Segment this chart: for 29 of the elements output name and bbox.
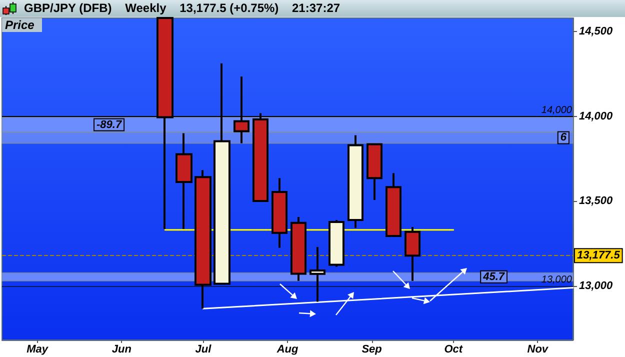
candlestick	[290, 216, 306, 282]
ref-line-label: 14,000	[541, 104, 572, 116]
candlestick	[272, 177, 288, 249]
y-axis-title: Price	[5, 18, 35, 32]
x-tick-label: Aug	[276, 344, 298, 356]
x-tick-label: Jun	[112, 344, 132, 356]
x-tick-label: Sep	[362, 344, 382, 356]
x-tick-label: Oct	[444, 344, 464, 356]
y-tick-label: 14,000	[579, 110, 614, 122]
candlestick	[348, 134, 364, 229]
x-tick-label: Jul	[195, 344, 212, 356]
candlestick	[404, 226, 420, 282]
y-tick-label: 13,500	[579, 195, 614, 208]
candlestick	[194, 169, 212, 310]
band-label: 45.7	[482, 270, 506, 283]
band-label: 6	[560, 132, 568, 144]
candlestick	[386, 172, 402, 237]
ref-line-label: 13,000	[541, 274, 572, 286]
ref-line-label: 13,177.5	[577, 250, 621, 262]
x-tick-label: Nov	[527, 344, 549, 356]
candlestick	[176, 132, 192, 230]
y-tick-label: 13,000	[579, 280, 614, 292]
candlestick	[310, 246, 326, 303]
y-tick-label: 14,500	[579, 26, 614, 38]
candlestick	[328, 219, 344, 268]
chart-title: GBP/JPY (DFB) Weekly 13,177.5 (+0.75%) 21:37:27	[24, 1, 340, 15]
x-tick-label: May	[26, 344, 49, 356]
band-label: -89.7	[96, 118, 122, 131]
candlestick	[366, 143, 382, 202]
